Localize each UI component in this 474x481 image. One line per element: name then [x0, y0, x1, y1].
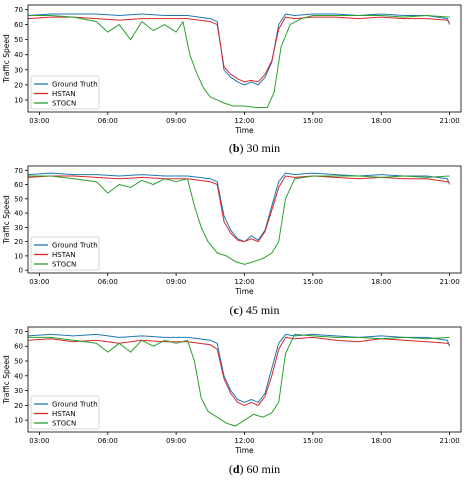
- chart-caption: (c) 45 min: [230, 303, 280, 317]
- y-tick-label: 30: [14, 224, 23, 232]
- legend-label: STGCN: [52, 420, 76, 428]
- y-tick-label: 50: [14, 195, 23, 203]
- x-tick-label: 15:00: [303, 278, 323, 286]
- x-axis-label: Time: [234, 126, 254, 135]
- y-axis-label: Traffic Speed: [2, 195, 11, 245]
- y-tick-label: 70: [14, 167, 23, 175]
- y-tick-label: 50: [14, 358, 23, 366]
- series-line-hstan: [27, 175, 450, 243]
- legend-label: HSTAN: [52, 410, 75, 418]
- x-tick-label: 21:00: [440, 437, 460, 445]
- series-line-ground-truth: [27, 13, 451, 86]
- series-line-stgcn: [28, 333, 450, 427]
- y-tick-label: 60: [14, 181, 23, 189]
- x-tick-label: 15:00: [303, 437, 323, 445]
- x-tick-label: 12:00: [234, 117, 254, 125]
- y-tick-label: 30: [14, 66, 23, 74]
- x-axis-label: Time: [234, 446, 254, 455]
- y-tick-label: 20: [14, 81, 23, 89]
- x-tick-label: 06:00: [98, 278, 118, 286]
- series-line-stgcn: [28, 175, 450, 265]
- chart-caption: (d) 60 min: [229, 462, 280, 476]
- x-tick-label: 09:00: [166, 437, 186, 445]
- series-line-stgcn: [28, 15, 450, 108]
- x-tick-label: 03:00: [29, 117, 49, 125]
- series-line-ground-truth: [27, 172, 451, 243]
- y-tick-label: 20: [14, 402, 23, 410]
- legend-label: HSTAN: [52, 251, 75, 259]
- y-tick-label: 70: [14, 328, 23, 336]
- x-tick-label: 06:00: [98, 117, 118, 125]
- x-tick-label: 21:00: [440, 117, 460, 125]
- legend-label: HSTAN: [52, 90, 75, 98]
- y-tick-label: 10: [14, 252, 23, 260]
- x-tick-label: 03:00: [29, 278, 49, 286]
- x-tick-label: 03:00: [29, 437, 49, 445]
- x-tick-label: 09:00: [166, 117, 186, 125]
- x-tick-label: 18:00: [371, 117, 391, 125]
- x-tick-label: 21:00: [440, 278, 460, 286]
- y-tick-label: 10: [14, 417, 23, 425]
- chart-caption: (b) 30 min: [229, 141, 280, 155]
- y-tick-label: 60: [14, 21, 23, 29]
- legend-label: Ground Truth: [52, 401, 98, 409]
- y-tick-label: 10: [14, 96, 23, 104]
- chart-d: 03:00 06:00 09:00 12:00 15:00 18:00 21:00 10 20 3…: [2, 326, 462, 476]
- x-tick-label: 15:00: [303, 117, 323, 125]
- series-line-hstan: [27, 336, 450, 406]
- legend-label: Ground Truth: [52, 242, 98, 250]
- y-tick-label: 60: [14, 343, 23, 351]
- x-tick-label: 18:00: [371, 437, 391, 445]
- chart-b: 03:00 06:00 09:00 12:00 15:00 18:00 21:00 10 20 3…: [2, 4, 462, 155]
- x-tick-label: 12:00: [234, 437, 254, 445]
- series-line-hstan: [27, 16, 450, 83]
- y-tick-label: 40: [14, 51, 23, 59]
- legend-label: Ground Truth: [52, 81, 98, 89]
- y-tick-label: 30: [14, 387, 23, 395]
- x-tick-label: 18:00: [371, 278, 391, 286]
- legend-label: STGCN: [52, 100, 76, 108]
- y-tick-label: 40: [14, 210, 23, 218]
- y-tick-label: 0: [19, 267, 23, 275]
- y-axis-label: Traffic Speed: [2, 355, 11, 405]
- chart-c: 03:00 06:00 09:00 12:00 15:00 18:00 21:00 0 10 20…: [2, 165, 462, 317]
- x-tick-label: 06:00: [98, 437, 118, 445]
- x-axis-label: Time: [234, 287, 254, 296]
- series-line-ground-truth: [27, 333, 451, 403]
- y-tick-label: 70: [14, 6, 23, 14]
- x-tick-label: 12:00: [234, 278, 254, 286]
- y-axis-label: Traffic Speed: [2, 34, 11, 84]
- y-tick-label: 40: [14, 372, 23, 380]
- x-tick-label: 09:00: [166, 278, 186, 286]
- legend-label: STGCN: [52, 261, 76, 269]
- y-tick-label: 20: [14, 238, 23, 246]
- y-tick-label: 50: [14, 36, 23, 44]
